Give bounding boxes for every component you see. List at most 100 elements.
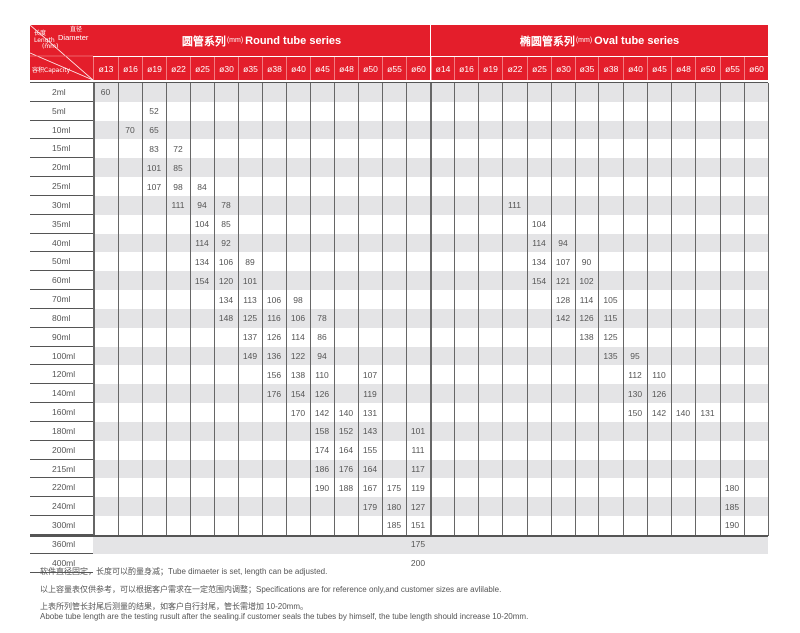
round-length-cell: 174	[314, 445, 330, 456]
row-stripe	[93, 534, 768, 554]
round-length-cell: 70	[125, 125, 135, 136]
round-length-cell: 78	[317, 313, 327, 324]
oval-column-header: ø14	[431, 57, 454, 80]
row-capacity-label: 50ml	[30, 252, 93, 272]
round-length-cell: 114	[291, 332, 305, 343]
column-divider	[190, 83, 191, 536]
round-length-cell: 167	[362, 482, 378, 493]
row-capacity-label: 35ml	[30, 215, 93, 234]
column-divider	[93, 83, 95, 536]
round-length-cell: 107	[146, 181, 162, 192]
column-divider	[166, 83, 167, 536]
oval-length-cell: 190	[724, 520, 740, 531]
round-length-cell: 98	[173, 181, 183, 192]
round-length-cell: 170	[290, 407, 306, 418]
column-divider	[118, 83, 119, 536]
row-capacity-label: 80ml	[30, 309, 93, 328]
row-capacity-label: 160ml	[30, 403, 93, 422]
corner-length-unit: (mm)	[42, 43, 59, 50]
column-divider	[527, 83, 528, 536]
round-length-cell: 101	[410, 426, 426, 437]
column-divider	[334, 83, 335, 536]
round-column-header: ø55	[382, 57, 406, 80]
round-length-cell: 151	[410, 520, 426, 531]
oval-length-cell: 140	[675, 407, 691, 418]
round-length-cell: 143	[362, 426, 378, 437]
round-length-cell: 101	[242, 275, 258, 286]
round-length-cell: 176	[266, 388, 282, 399]
round-length-cell: 156	[266, 369, 282, 380]
oval-length-cell: 135	[603, 351, 618, 362]
column-divider	[358, 83, 359, 536]
oval-length-cell: 94	[558, 238, 568, 249]
row-capacity-label: 70ml	[30, 290, 93, 309]
round-column-header: ø19	[142, 57, 166, 80]
column-divider	[768, 83, 769, 536]
row-capacity-label: 200ml	[30, 441, 93, 460]
row-capacity-label: 400ml	[30, 554, 93, 573]
row-capacity-label: 15ml	[30, 139, 93, 159]
row-capacity-label: 90ml	[30, 328, 93, 347]
round-length-cell: 104	[194, 219, 210, 230]
round-length-cell: 140	[338, 407, 354, 418]
oval-column-header: ø38	[598, 57, 623, 80]
round-length-cell: 111	[171, 200, 185, 211]
column-divider	[647, 83, 648, 536]
oval-length-cell: 102	[579, 275, 594, 286]
table-bottom-border	[30, 535, 768, 537]
oval-length-cell: 121	[555, 275, 571, 286]
round-length-cell: 72	[173, 143, 183, 154]
round-length-cell: 94	[197, 200, 207, 211]
round-column-header: ø38	[262, 57, 286, 80]
note-1: 软件直径固定，长度可以酌量身减；Tube dimaeter is set, le…	[40, 567, 328, 576]
column-divider	[551, 83, 552, 536]
oval-length-cell: 128	[555, 294, 571, 305]
row-capacity-label: 140ml	[30, 384, 93, 404]
round-length-cell: 106	[266, 294, 282, 305]
column-divider	[478, 83, 479, 536]
round-length-cell: 126	[266, 332, 282, 343]
round-length-cell: 154	[194, 275, 210, 286]
round-column-header: ø35	[238, 57, 262, 80]
oval-length-cell: 131	[700, 407, 715, 418]
round-length-cell: 137	[242, 332, 258, 343]
oval-column-header: ø55	[720, 57, 744, 80]
column-divider	[454, 83, 455, 536]
round-length-cell: 94	[317, 351, 327, 362]
round-length-cell: 185	[386, 520, 402, 531]
oval-length-cell: 114	[532, 238, 546, 249]
column-divider	[623, 83, 624, 536]
column-divider	[310, 83, 311, 536]
oval-length-cell: 126	[651, 388, 667, 399]
round-length-cell: 106	[290, 313, 306, 324]
oval-length-cell: 95	[630, 351, 640, 362]
row-capacity-label: 2ml	[30, 83, 93, 102]
corner-diameter-en: Diameter	[58, 33, 89, 42]
round-length-cell: 180	[386, 501, 402, 512]
row-capacity-label: 30ml	[30, 196, 93, 215]
oval-column-header: ø25	[527, 57, 551, 80]
oval-length-cell: 110	[652, 369, 666, 380]
round-column-header: ø48	[334, 57, 358, 80]
column-divider	[406, 83, 407, 536]
column-divider	[575, 83, 576, 536]
oval-length-cell: 142	[555, 313, 571, 324]
corner-capacity: 容积Capacity	[32, 67, 71, 74]
round-length-cell: 65	[149, 125, 159, 136]
round-length-cell: 164	[338, 445, 354, 456]
round-length-cell: 154	[290, 388, 306, 399]
column-divider	[262, 83, 263, 536]
round-length-cell: 89	[245, 256, 255, 267]
row-capacity-label: 20ml	[30, 158, 93, 178]
row-capacity-label: 240ml	[30, 497, 93, 517]
oval-length-cell: 125	[603, 332, 618, 343]
oval-title-en: Oval tube series	[594, 34, 680, 47]
round-series-title: 圆管系列 (mm) Round tube series	[93, 25, 430, 56]
oval-column-header: ø50	[695, 57, 720, 80]
round-length-cell: 126	[314, 388, 330, 399]
oval-length-cell: 115	[603, 313, 618, 324]
round-length-cell: 111	[411, 445, 425, 456]
round-column-header: ø60	[406, 57, 430, 80]
row-capacity-label: 220ml	[30, 478, 93, 498]
oval-column-header: ø48	[671, 57, 695, 80]
